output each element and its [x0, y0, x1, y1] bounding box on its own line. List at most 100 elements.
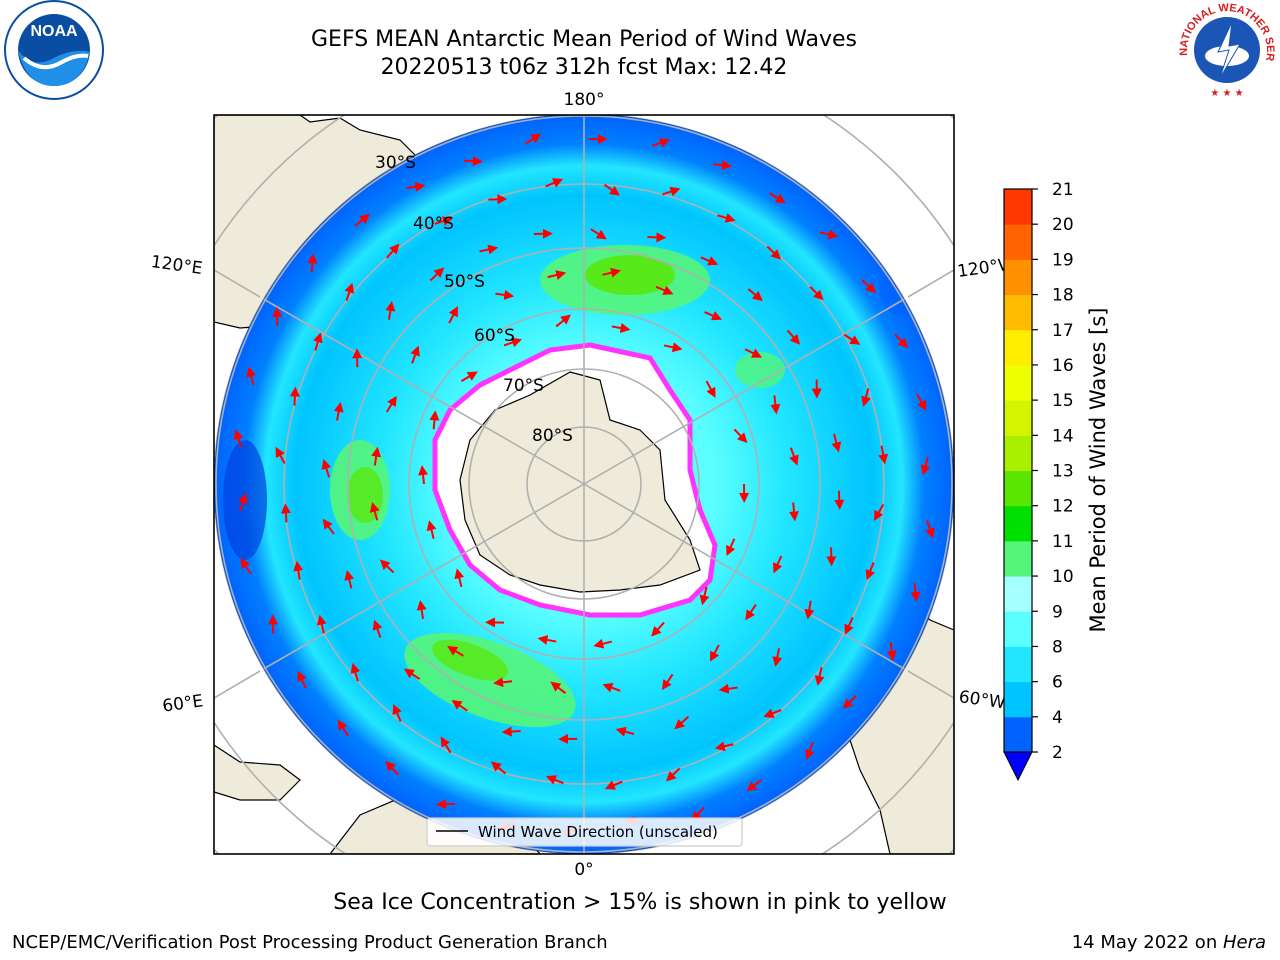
wind-arrow — [322, 518, 335, 535]
wind-arrow — [834, 490, 845, 510]
colorbar-segment — [1004, 681, 1032, 718]
colorbar-tick-label: 12 — [1052, 497, 1074, 517]
wind-arrow — [769, 192, 786, 204]
wind-arrow — [766, 245, 782, 260]
wind-arrow — [894, 333, 909, 349]
wind-arrow — [416, 600, 427, 619]
wind-arrow — [555, 314, 571, 328]
wind-arrow — [705, 380, 716, 398]
wind-arrow — [403, 668, 421, 680]
wind-arrow — [809, 286, 824, 301]
lat-label-80s: 80°S — [532, 426, 573, 446]
wind-arrow — [604, 780, 623, 790]
colorbar-tick-label: 2 — [1052, 743, 1063, 763]
wind-arrow — [718, 683, 738, 694]
colorbar-tick-label: 11 — [1052, 532, 1074, 552]
graticule-outer — [214, 115, 954, 854]
wind-arrow — [842, 695, 858, 709]
colorbar-tick-label: 4 — [1052, 708, 1063, 728]
wind-arrow — [429, 410, 440, 430]
colorbar-tick-label: 8 — [1052, 637, 1063, 657]
wind-arrow — [590, 228, 607, 240]
wind-arrow — [770, 395, 781, 415]
wind-arrow — [369, 501, 380, 521]
colorbar-segment — [1004, 716, 1032, 753]
wind-arrow — [344, 569, 355, 589]
wind-arrow — [545, 178, 564, 188]
wind-arrow — [611, 323, 631, 333]
wind-arrow — [246, 366, 257, 386]
wind-arrow — [717, 213, 736, 223]
legend-label: Wind Wave Direction (unscaled) — [478, 823, 718, 841]
wind-arrow — [333, 401, 344, 421]
wind-arrow — [488, 194, 508, 205]
wind-arrow — [547, 270, 567, 280]
wind-arrow — [307, 253, 318, 273]
colorbar-tick-label: 13 — [1052, 462, 1074, 482]
wind-arrow — [337, 719, 349, 737]
wind-arrow — [289, 386, 300, 406]
wind-arrow — [925, 520, 935, 539]
colorbar-tick-label: 10 — [1052, 567, 1074, 587]
chart-title: GEFS MEAN Antarctic Mean Period of Wind … — [311, 27, 857, 52]
wind-arrow — [661, 673, 674, 691]
colorbar-tick-label: 17 — [1052, 321, 1074, 341]
wind-arrow — [663, 342, 683, 353]
wind-arrow — [615, 726, 635, 737]
graticule — [215, 115, 953, 854]
wind-arrow — [493, 677, 513, 688]
wind-arrow — [861, 279, 876, 294]
wind-arrow — [316, 614, 327, 634]
date-stamp: 14 May 2022 on Hera — [1071, 932, 1266, 953]
lon-label-0: 0° — [574, 860, 593, 880]
wind-arrow — [545, 775, 564, 785]
map-frame — [213, 114, 955, 855]
wind-arrow — [655, 285, 674, 295]
chart-subtitle: 20220513 t06z 312h fcst Max: 12.42 — [380, 55, 788, 80]
wind-arrow — [354, 213, 370, 227]
wind-arrow — [350, 662, 361, 682]
wind-arrow — [831, 433, 842, 453]
wind-arrow — [550, 681, 567, 694]
lon-label-60w: 60°W — [958, 687, 1007, 713]
wind-arrow — [733, 428, 748, 444]
wind-arrow — [662, 186, 681, 197]
wind-arrow — [747, 288, 763, 302]
wind-arrow — [763, 708, 782, 718]
wind-arrow — [440, 736, 452, 754]
wind-arrow — [861, 388, 871, 407]
wind-arrow — [920, 456, 931, 476]
wind-direction-arrows — [233, 133, 935, 837]
wind-arrow — [503, 337, 522, 348]
credit-text: NCEP/EMC/Verification Post Processing Pr… — [12, 932, 608, 953]
wind-arrow — [709, 644, 720, 662]
colorbar-tick-label: 9 — [1052, 602, 1063, 622]
wind-arrow — [674, 715, 690, 730]
nws-logo: NATIONAL WEATHER SERVICE ★ ★ ★ — [1174, 0, 1276, 99]
wind-arrow — [699, 586, 710, 606]
wind-arrow — [460, 371, 478, 383]
colorbar-segment — [1004, 294, 1032, 331]
wind-arrow — [704, 311, 723, 321]
lat-label-60s: 60°S — [474, 326, 515, 346]
wind-arrow — [726, 538, 736, 557]
wind-arrow — [593, 638, 613, 649]
map-legend: Wind Wave Direction (unscaled) — [426, 817, 743, 847]
wind-arrow — [495, 289, 515, 300]
wind-arrow — [240, 557, 252, 575]
wind-arrow — [293, 560, 304, 580]
colorbar-segment — [1004, 329, 1032, 366]
wind-arrow — [385, 395, 397, 413]
wind-arrow — [878, 445, 889, 465]
colorbar-tick-label: 20 — [1052, 215, 1074, 235]
wind-arrow — [448, 306, 458, 324]
wind-arrow — [426, 520, 437, 539]
wind-arrow — [786, 329, 801, 345]
wind-arrow — [713, 160, 732, 171]
svg-text:★ ★ ★: ★ ★ ★ — [1210, 88, 1243, 99]
wind-arrow — [691, 806, 705, 822]
wind-arrow — [844, 617, 854, 635]
wind-arrow — [321, 459, 332, 478]
colorbar-tick-label: 16 — [1052, 356, 1074, 376]
colorbar-label: Mean Period of Wind Waves [s] — [1086, 308, 1110, 633]
